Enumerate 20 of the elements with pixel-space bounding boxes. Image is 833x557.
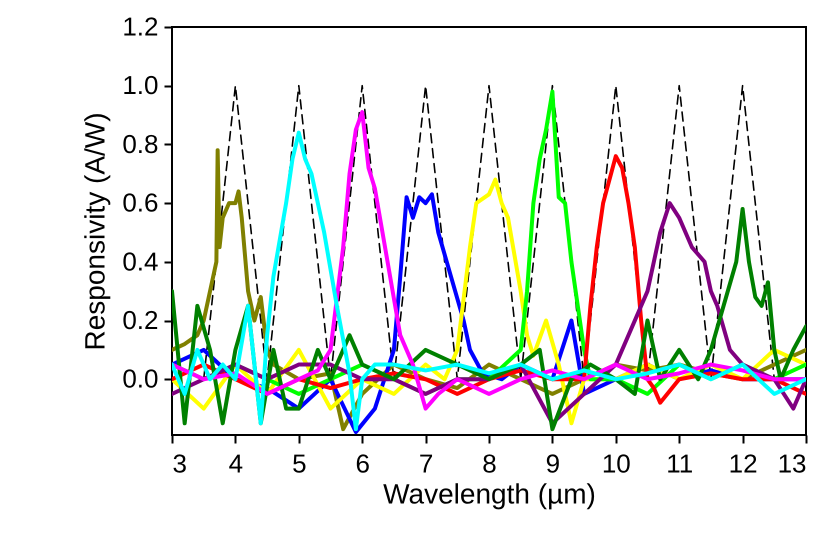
y-axis-title: Responsivity (A/W) (79, 112, 110, 351)
x-tick-label: 4 (228, 448, 244, 478)
y-tick-label: 0.8 (122, 128, 158, 159)
x-tick-label: 3 (172, 448, 187, 478)
x-axis-title: Wavelength (µm) (383, 478, 596, 510)
x-tick-label: 5 (292, 448, 307, 478)
x-tick-label: 13 (778, 448, 806, 478)
y-tick-label: 1.2 (122, 12, 158, 42)
y-tick-label: 0.2 (122, 305, 158, 336)
x-tick-label: 8 (482, 448, 497, 478)
x-tick-label: 12 (728, 448, 758, 478)
x-tick-label: 7 (418, 448, 434, 478)
y-tick-label: 0.4 (122, 246, 158, 276)
y-tick-label: 1.0 (122, 70, 158, 100)
x-tick-label: 6 (355, 448, 370, 478)
x-tick-label: 10 (602, 448, 631, 478)
x-tick-label: 11 (666, 448, 694, 478)
y-tick-label: 0.0 (122, 364, 158, 394)
x-tick-label: 9 (546, 448, 560, 478)
y-tick-label: 0.6 (122, 188, 158, 218)
